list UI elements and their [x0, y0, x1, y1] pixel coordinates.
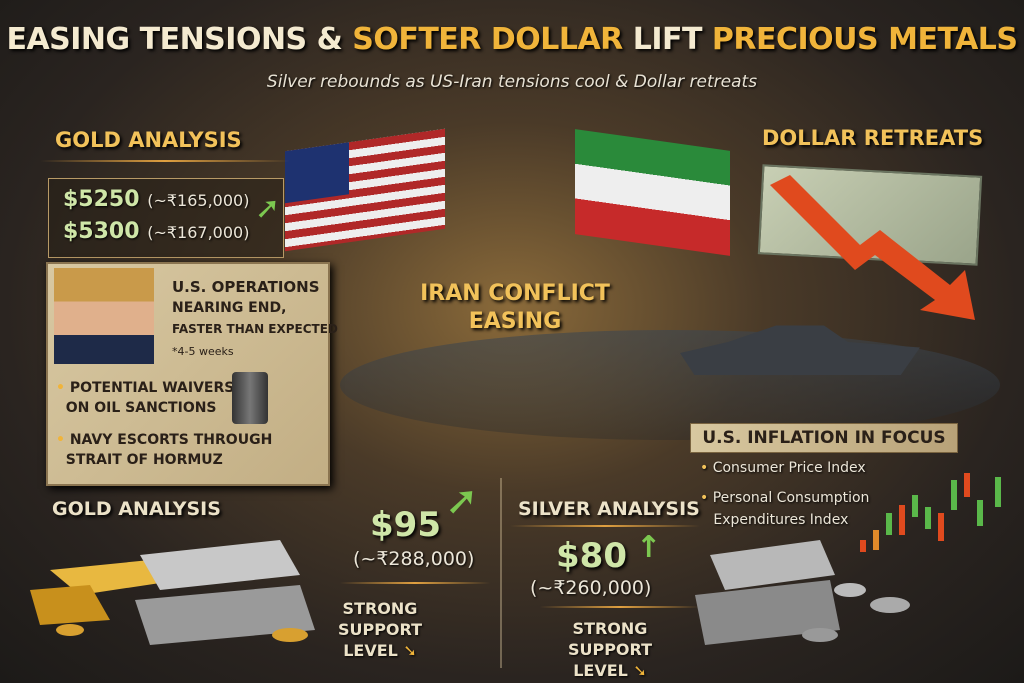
gold-analysis-header: GOLD ANALYSIS	[55, 128, 242, 152]
news-bullet: • NAVY ESCORTS THROUGH STRAIT OF HORMUZ	[56, 432, 273, 468]
arrow-up-icon: ↑	[636, 530, 662, 565]
arrow-down-red-icon	[770, 175, 975, 320]
iran-flag-image	[575, 129, 730, 256]
arrow-up-icon: ➚	[445, 478, 479, 524]
silver-analysis-header: SILVER ANALYSIS	[518, 498, 700, 520]
center-line: IRAN CONFLICT	[420, 281, 610, 306]
silver-price: $80	[556, 536, 627, 576]
divider	[510, 525, 700, 527]
iran-conflict-label: IRAN CONFLICT EASING	[410, 280, 620, 336]
subtitle: Silver rebounds as US-Iran tensions cool…	[266, 72, 758, 92]
gold-silver-bars-image	[30, 540, 315, 645]
gold-price-2: $5300 (~₹167,000)	[63, 219, 250, 244]
center-line: EASING	[468, 309, 562, 334]
news-headline: NEARING END,	[172, 300, 287, 316]
gold-bottom-inr: (~₹288,000)	[353, 548, 475, 570]
silver-bars-image	[695, 540, 910, 645]
divider	[500, 478, 502, 668]
dollar-retreats-header: DOLLAR RETREATS	[762, 126, 984, 150]
news-headline: FASTER THAN EXPECTED	[172, 322, 338, 336]
candlestick-chart-icon	[860, 473, 1001, 552]
us-flag-image	[285, 128, 445, 252]
news-bullet: • POTENTIAL WAIVERS ON OIL SANCTIONS	[56, 380, 235, 416]
silver-inr: (~₹260,000)	[530, 577, 652, 599]
arrow-up-icon: ➚	[255, 191, 281, 226]
gold-price-box: $5250 (~₹165,000) $5300 (~₹167,000) ➚	[48, 178, 284, 258]
title-part: SOFTER DOLLAR	[352, 22, 633, 57]
gold-price-1: $5250 (~₹165,000)	[63, 187, 250, 212]
title-part: PRECIOUS METALS	[711, 22, 1018, 57]
news-note: *4-5 weeks	[172, 345, 234, 358]
silver-support-label: STRONG SUPPORT LEVEL ➘	[567, 619, 653, 680]
inflation-header: U.S. INFLATION IN FOCUS	[702, 428, 946, 448]
warship-image	[680, 325, 920, 375]
divider	[40, 160, 290, 162]
divider	[540, 606, 700, 608]
news-headline: U.S. OPERATIONS	[172, 278, 320, 296]
title-part: EASING TENSIONS &	[6, 22, 353, 57]
inflation-bullet: • Consumer Price Index	[700, 460, 866, 476]
gold-support-label: STRONG SUPPORT LEVEL ➘	[337, 599, 423, 660]
inflation-bullet: • Personal Consumption Expenditures Inde…	[700, 490, 870, 528]
gold-analysis-bottom-header: GOLD ANALYSIS	[52, 498, 221, 520]
gold-bottom-price: $95	[370, 505, 441, 545]
portrait-image	[54, 268, 154, 364]
oil-barrel-icon	[232, 372, 268, 424]
main-title: EASING TENSIONS & SOFTER DOLLAR LIFT PRE…	[0, 22, 1024, 57]
inflation-header-box: U.S. INFLATION IN FOCUS	[690, 423, 958, 453]
title-part: LIFT	[632, 22, 712, 57]
divider	[340, 582, 490, 584]
